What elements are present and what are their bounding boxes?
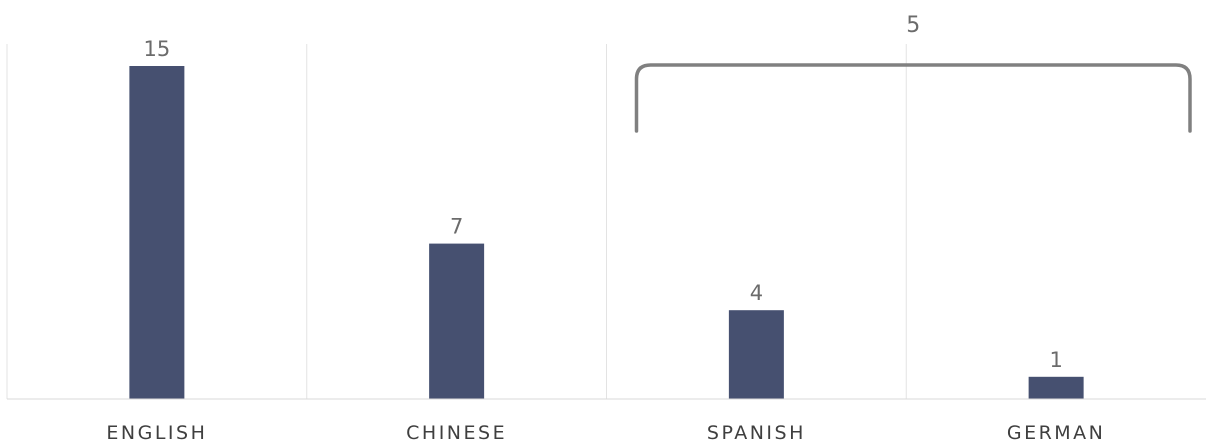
data-label-english: 15 <box>144 37 171 61</box>
bar-english <box>129 66 185 399</box>
bars <box>129 66 1084 399</box>
category-label-chinese: CHINESE <box>406 422 507 444</box>
category-label-spanish: SPANISH <box>707 422 806 444</box>
category-label-english: ENGLISH <box>106 422 207 444</box>
bar-chinese <box>429 243 485 399</box>
category-label-german: GERMAN <box>1007 422 1106 444</box>
data-label-german: 1 <box>1049 348 1062 372</box>
bar-german <box>1028 376 1084 399</box>
gridlines <box>6 44 907 399</box>
bracket-label: 5 <box>906 13 920 38</box>
data-label-spanish: 4 <box>750 281 763 305</box>
data-labels: 15 7 4 1 <box>144 37 1063 372</box>
bracket-line <box>634 63 1192 133</box>
data-label-chinese: 7 <box>450 215 463 239</box>
bracket-annotation: 5 <box>634 13 1192 133</box>
bar-spanish <box>728 310 784 399</box>
category-labels: ENGLISH CHINESE SPANISH GERMAN <box>106 422 1106 444</box>
